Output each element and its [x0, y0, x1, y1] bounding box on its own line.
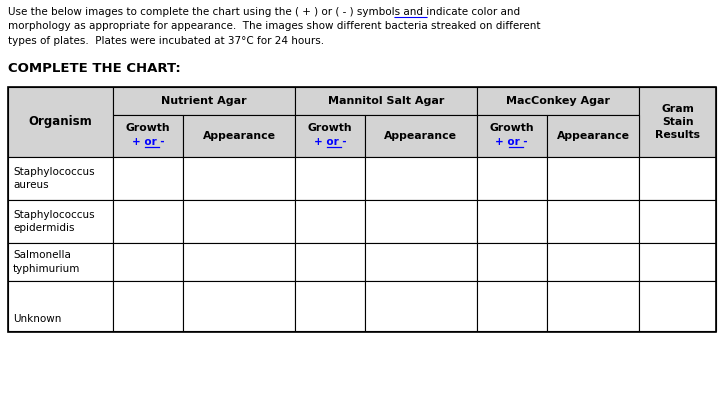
Bar: [295, 157, 365, 200]
Bar: [8, 243, 113, 281]
Bar: [547, 281, 639, 331]
Text: Unknown: Unknown: [13, 288, 62, 324]
Text: Staphylococcus
epidermidis: Staphylococcus epidermidis: [13, 210, 95, 233]
Bar: [365, 243, 477, 281]
Bar: [113, 157, 183, 200]
Bar: [365, 200, 477, 243]
Text: Use the below images to complete the chart using the ( + ) or ( - ) symbols and : Use the below images to complete the cha…: [8, 7, 541, 46]
Bar: [477, 157, 547, 200]
Text: Appearance: Appearance: [203, 131, 275, 141]
Bar: [477, 87, 639, 115]
Bar: [295, 200, 365, 243]
Bar: [547, 157, 639, 200]
Bar: [547, 243, 639, 281]
Bar: [183, 115, 295, 157]
Bar: [8, 281, 113, 331]
Bar: [8, 87, 113, 157]
Text: COMPLETE THE CHART:: COMPLETE THE CHART:: [8, 62, 181, 75]
Bar: [295, 115, 365, 157]
Bar: [365, 115, 477, 157]
Bar: [639, 200, 716, 243]
Bar: [477, 115, 547, 157]
Text: + or -: + or -: [313, 137, 346, 147]
Bar: [295, 87, 477, 115]
Text: + or -: + or -: [495, 137, 528, 147]
Bar: [365, 281, 477, 331]
Bar: [477, 200, 547, 243]
Bar: [477, 281, 547, 331]
Bar: [8, 200, 113, 243]
Bar: [183, 157, 295, 200]
Text: Appearance: Appearance: [557, 131, 629, 141]
Text: Growth: Growth: [126, 123, 170, 133]
Bar: [547, 200, 639, 243]
Bar: [113, 200, 183, 243]
Text: Organism: Organism: [29, 116, 93, 129]
Bar: [183, 281, 295, 331]
Bar: [8, 87, 716, 332]
Bar: [547, 115, 639, 157]
Text: Growth: Growth: [308, 123, 352, 133]
Bar: [639, 87, 716, 157]
Bar: [183, 200, 295, 243]
Bar: [183, 243, 295, 281]
Text: Growth: Growth: [489, 123, 534, 133]
Bar: [365, 157, 477, 200]
Bar: [113, 87, 295, 115]
Bar: [113, 281, 183, 331]
Text: + or -: + or -: [132, 137, 164, 147]
Bar: [639, 157, 716, 200]
Bar: [113, 243, 183, 281]
Text: Salmonella
typhimurium: Salmonella typhimurium: [13, 250, 80, 274]
Bar: [295, 243, 365, 281]
Bar: [295, 281, 365, 331]
Bar: [639, 243, 716, 281]
Bar: [477, 243, 547, 281]
Text: Appearance: Appearance: [384, 131, 458, 141]
Text: Nutrient Agar: Nutrient Agar: [161, 96, 247, 106]
Bar: [113, 115, 183, 157]
Text: Staphylococcus
aureus: Staphylococcus aureus: [13, 167, 95, 190]
Bar: [639, 281, 716, 331]
Text: MacConkey Agar: MacConkey Agar: [506, 96, 610, 106]
Text: Gram
Stain
Results: Gram Stain Results: [655, 104, 700, 140]
Text: Mannitol Salt Agar: Mannitol Salt Agar: [328, 96, 444, 106]
Bar: [8, 157, 113, 200]
